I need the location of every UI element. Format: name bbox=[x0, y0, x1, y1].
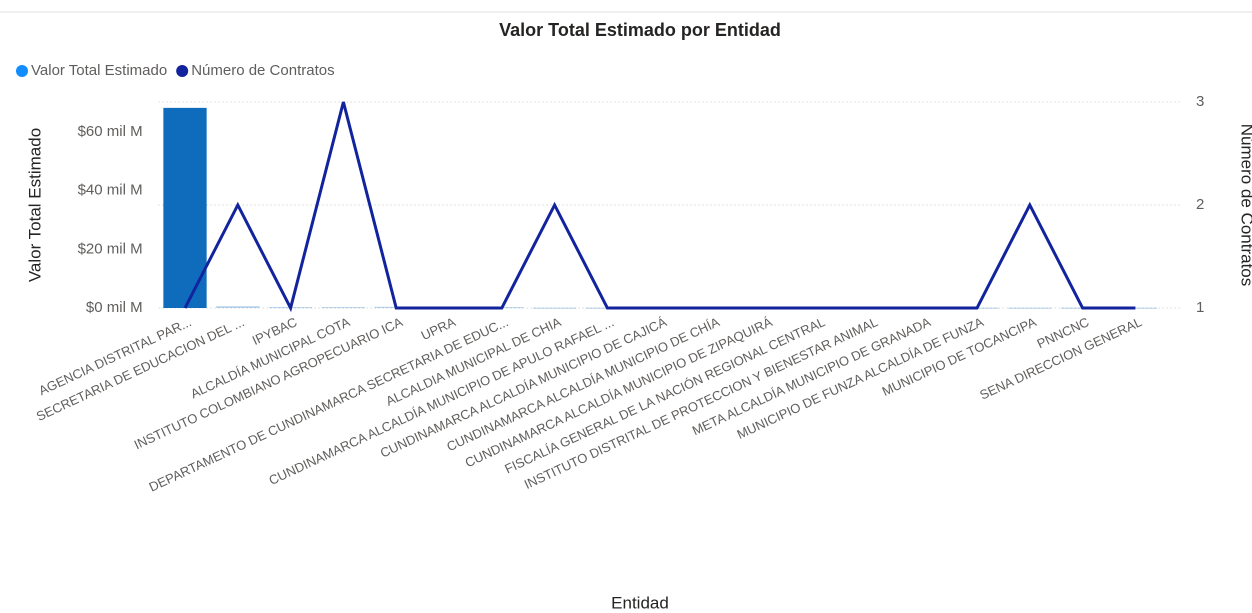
bar bbox=[321, 307, 366, 309]
chart-title: Valor Total Estimado por Entidad bbox=[499, 20, 781, 40]
y2-tick-label: 3 bbox=[1196, 93, 1204, 110]
line bbox=[183, 101, 1136, 313]
y-tick-label: $60 mil M bbox=[78, 123, 143, 140]
legend-label: Número de Contratos bbox=[191, 62, 334, 79]
legend-marker bbox=[16, 65, 28, 77]
legend-label: Valor Total Estimado bbox=[31, 62, 167, 79]
y2-tick-label: 1 bbox=[1196, 299, 1204, 316]
y-axis-label: Valor Total Estimado bbox=[25, 128, 44, 282]
bar bbox=[1008, 307, 1052, 309]
bar bbox=[532, 307, 577, 309]
bar bbox=[216, 306, 260, 308]
y2-axis-label: Número de Contratos bbox=[1238, 124, 1252, 287]
y2-tick-label: 2 bbox=[1196, 196, 1204, 213]
bar bbox=[163, 107, 207, 308]
legend-marker bbox=[176, 65, 189, 77]
y-tick-label: $20 mil M bbox=[78, 240, 143, 257]
y-tick-label: $40 mil M bbox=[78, 182, 143, 199]
x-axis-label: Entidad bbox=[611, 593, 669, 612]
y-tick-label: $0 mil M bbox=[86, 299, 143, 316]
